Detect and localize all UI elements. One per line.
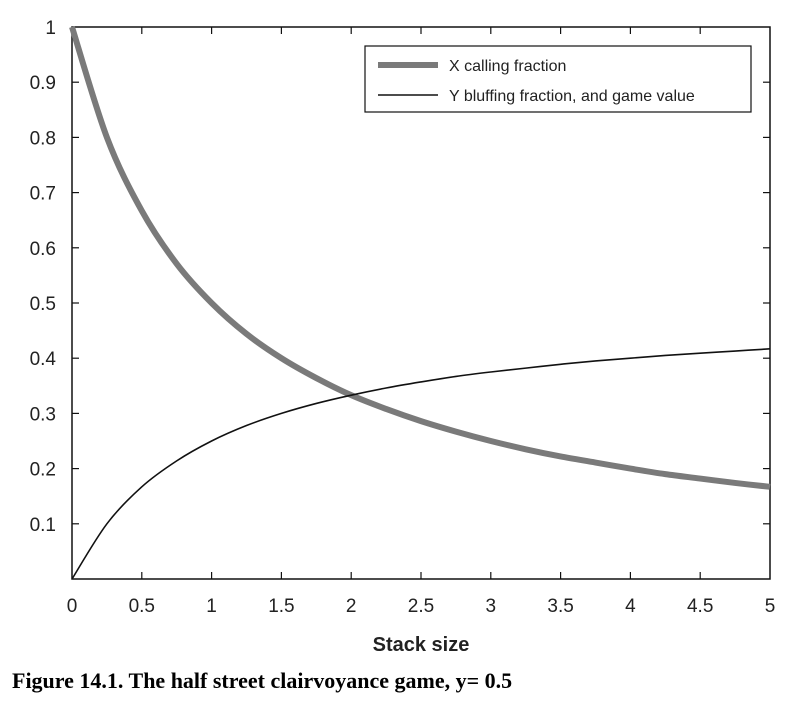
x-tick-label: 2.5 [408,596,434,617]
x-tick-label: 0 [67,596,78,617]
series-line-x-calling-fraction [69,26,771,490]
figure-caption: Figure 14.1. The half street clairvoyanc… [12,668,513,693]
legend-label-x-calling: X calling fraction [449,58,566,75]
y-axis-tick-labels: 0.1 0.2 0.3 0.4 0.5 0.6 0.7 0.8 0.9 1 [30,18,57,536]
y-axis-ticks [72,81,770,525]
y-tick-label: 1 [45,18,56,39]
x-axis-tick-labels: 0 0.5 1 1.5 2 2.5 3 3.5 4 4.5 5 [67,596,776,617]
y-tick-label: 0.2 [30,460,56,481]
series-layer [69,26,771,580]
y-tick-label: 0.5 [30,294,56,315]
x-tick-label: 1.5 [268,596,294,617]
y-tick-label: 0.7 [30,184,56,205]
x-tick-label: 0.5 [129,596,155,617]
x-tick-label: 1 [206,596,217,617]
x-axis-ticks [141,27,701,579]
y-tick-label: 0.6 [30,239,56,260]
y-tick-label: 0.9 [30,73,56,94]
series-line-y-bluffing-fraction [71,348,771,580]
x-tick-label: 4.5 [687,596,713,617]
x-tick-label: 4 [625,596,636,617]
legend-label-y-bluffing: Y bluffing fraction, and game value [449,88,695,105]
y-tick-label: 0.3 [30,404,56,425]
x-tick-label: 3 [486,596,497,617]
y-tick-label: 0.4 [30,349,57,370]
x-axis-title: Stack size [373,634,470,656]
y-tick-label: 0.8 [30,128,56,149]
x-tick-label: 3.5 [547,596,573,617]
x-tick-label: 2 [346,596,357,617]
legend-box [364,45,752,113]
legend: X calling fraction Y bluffing fraction, … [364,45,752,113]
x-tick-label: 5 [765,596,776,617]
y-tick-label: 0.1 [30,515,56,536]
line-chart: 0 0.5 1 1.5 2 2.5 3 3.5 4 4.5 5 0.1 0.2 0.3 0.4 0.5 0.6… [30,18,776,656]
